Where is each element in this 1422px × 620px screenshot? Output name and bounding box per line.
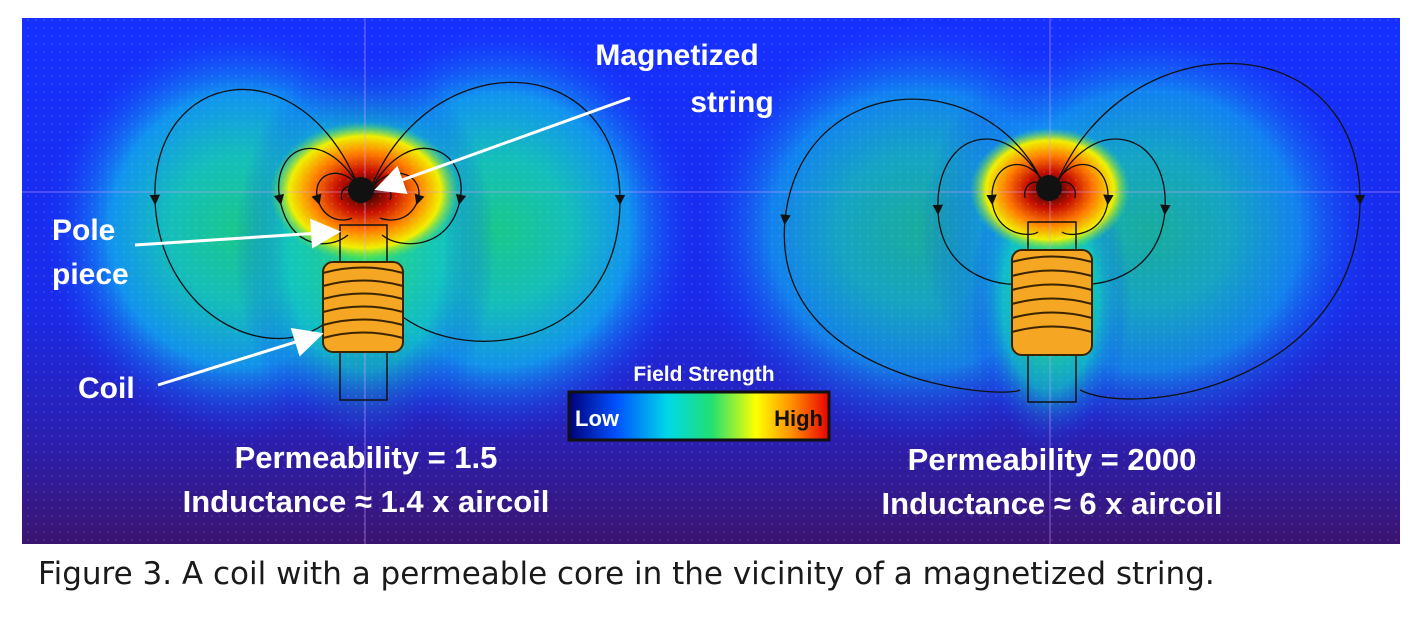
string-pointer-arrow <box>374 96 631 194</box>
callout-arrows <box>134 96 631 387</box>
left-coil <box>322 261 404 353</box>
pole-pointer-arrow <box>134 218 341 249</box>
right-magnetized-string <box>1036 175 1062 201</box>
right-coil <box>1011 249 1093 356</box>
field-strength-legend: Field Strength Low High <box>567 363 831 442</box>
left-magnetized-string <box>348 177 374 203</box>
pole-piece-label-1: Pole <box>52 214 115 247</box>
left-permeability-label: Permeability = 1.5 <box>235 440 498 475</box>
pole-piece-label-2: piece <box>52 258 129 291</box>
left-inductance-label: Inductance ≈ 1.4 x aircoil <box>183 484 550 519</box>
magnetized-string-label-1: Magnetized <box>595 39 758 72</box>
legend-title: Field Strength <box>633 363 774 386</box>
legend-low-label: Low <box>575 406 620 431</box>
field-simulation-figure: Magnetized string Pole piece Coil Field … <box>22 15 1400 544</box>
right-inductance-label: Inductance ≈ 6 x aircoil <box>882 486 1223 521</box>
figure-caption: Figure 3. A coil with a permeable core i… <box>38 556 1215 592</box>
right-field-lines <box>780 62 1366 400</box>
right-permeability-label: Permeability = 2000 <box>908 442 1197 477</box>
magnetized-string-label-2: string <box>690 86 773 119</box>
coil-pointer-arrow <box>157 327 324 387</box>
coil-label: Coil <box>78 372 135 405</box>
legend-gradient-bar <box>567 390 831 442</box>
legend-high-label: High <box>774 406 823 431</box>
left-field-lines <box>149 81 626 342</box>
